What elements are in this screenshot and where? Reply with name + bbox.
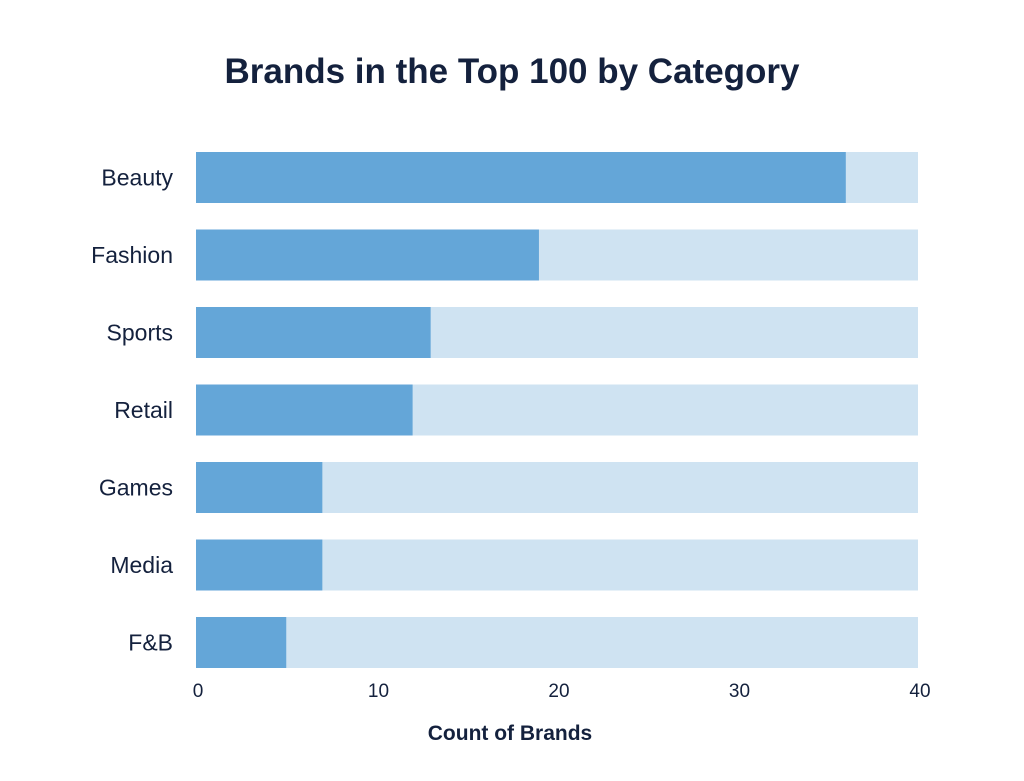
category-labels: Beauty Fashion Sports Retail Games Media F&B bbox=[91, 165, 173, 656]
category-label-sports: Sports bbox=[107, 320, 173, 346]
bar-media bbox=[196, 539, 323, 591]
bar-f-b bbox=[196, 617, 287, 668]
x-tick-label: 20 bbox=[548, 681, 569, 702]
x-tick-label: 10 bbox=[368, 681, 389, 702]
bar-track-f-b bbox=[196, 617, 918, 668]
bar-sports bbox=[196, 307, 431, 358]
bar-games bbox=[196, 462, 323, 513]
category-label-retail: Retail bbox=[114, 397, 173, 423]
x-tick-label: 40 bbox=[909, 681, 930, 702]
category-label-beauty: Beauty bbox=[101, 165, 173, 191]
bar-retail bbox=[196, 384, 413, 436]
bars bbox=[196, 152, 846, 668]
bar-beauty bbox=[196, 152, 846, 203]
category-label-games: Games bbox=[99, 475, 173, 501]
category-label-media: Media bbox=[110, 552, 173, 578]
x-tick-label: 0 bbox=[193, 681, 204, 702]
category-label-f-b: F&B bbox=[128, 630, 173, 656]
category-label-fashion: Fashion bbox=[91, 242, 173, 268]
x-tick-label: 30 bbox=[729, 681, 750, 702]
x-tick-labels: 0 10 20 30 40 bbox=[193, 681, 931, 702]
chart-title: Brands in the Top 100 by Category bbox=[224, 52, 800, 91]
x-axis-label: Count of Brands bbox=[428, 722, 592, 745]
bar-fashion bbox=[196, 229, 539, 281]
